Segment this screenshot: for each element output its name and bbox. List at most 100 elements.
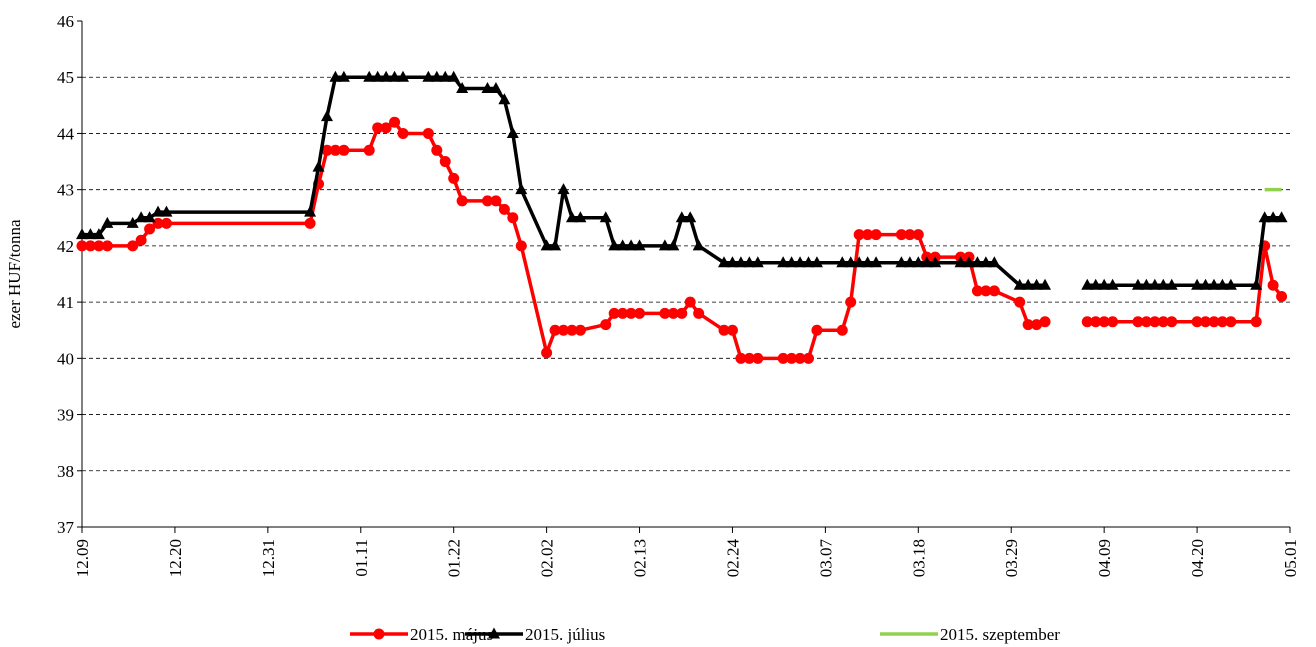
point <box>1106 278 1119 290</box>
point <box>1275 211 1288 223</box>
point <box>1013 278 1026 290</box>
point <box>1022 278 1035 290</box>
point <box>76 228 88 240</box>
point <box>1267 279 1279 291</box>
point <box>84 240 96 252</box>
point <box>675 211 688 223</box>
point <box>777 352 789 364</box>
point <box>101 240 113 252</box>
point <box>84 228 97 240</box>
point <box>574 211 587 223</box>
x-tick-label: 02.13 <box>631 539 650 577</box>
y-tick-label: 37 <box>57 518 75 537</box>
point <box>439 70 452 82</box>
y-axis-label: ezer HUF/tonna <box>5 219 24 329</box>
point <box>515 183 528 195</box>
x-tick-label: 03.18 <box>909 539 928 577</box>
point <box>726 256 739 268</box>
point <box>329 144 341 156</box>
point <box>617 307 629 319</box>
point <box>431 144 443 156</box>
point <box>93 240 105 252</box>
point <box>160 205 173 217</box>
point <box>634 307 646 319</box>
y-tick-label: 44 <box>57 124 75 143</box>
point <box>566 324 578 336</box>
point <box>1207 278 1220 290</box>
point <box>988 285 1000 297</box>
point <box>388 70 401 82</box>
point <box>1090 316 1102 328</box>
legend-label: 2015. július <box>525 625 605 644</box>
point <box>372 122 384 134</box>
point <box>802 256 815 268</box>
point <box>1191 316 1203 328</box>
point <box>1081 278 1094 290</box>
y-tick-label: 41 <box>57 293 74 312</box>
point <box>667 239 680 251</box>
point <box>920 256 933 268</box>
point <box>658 239 671 251</box>
point <box>726 324 738 336</box>
point <box>422 127 434 139</box>
point <box>676 307 688 319</box>
point <box>1022 319 1034 331</box>
point <box>1199 278 1212 290</box>
point <box>1131 278 1144 290</box>
point <box>101 216 114 228</box>
point <box>304 205 317 217</box>
x-tick-label: 05.01 <box>1281 539 1300 577</box>
point <box>397 70 410 82</box>
point <box>1014 296 1026 308</box>
point <box>692 239 705 251</box>
point <box>861 256 874 268</box>
point <box>929 256 942 268</box>
point <box>895 256 908 268</box>
point <box>1216 316 1228 328</box>
point <box>397 127 409 139</box>
point <box>1200 316 1212 328</box>
point <box>515 240 527 252</box>
point <box>143 211 156 223</box>
y-tick-label: 40 <box>57 349 74 368</box>
point <box>152 205 165 217</box>
point <box>422 70 435 82</box>
point <box>507 212 519 224</box>
point <box>448 172 460 184</box>
point <box>558 324 570 336</box>
point <box>1276 290 1288 302</box>
point <box>599 211 612 223</box>
point <box>904 229 916 241</box>
point <box>1191 278 1204 290</box>
point <box>954 256 967 268</box>
point <box>988 256 1001 268</box>
point <box>608 239 621 251</box>
point <box>1216 278 1229 290</box>
point <box>1030 278 1043 290</box>
y-tick-label: 43 <box>57 181 74 200</box>
point <box>380 70 393 82</box>
point <box>1225 316 1237 328</box>
point <box>693 307 705 319</box>
point <box>979 256 992 268</box>
point <box>1140 316 1152 328</box>
point <box>718 256 731 268</box>
legend-marker <box>488 627 500 639</box>
point <box>363 144 375 156</box>
x-tick-label: 04.09 <box>1095 539 1114 577</box>
x-tick-label: 01.11 <box>352 539 371 577</box>
x-tick-label: 03.07 <box>816 539 835 578</box>
point <box>439 156 451 168</box>
x-tick-label: 12.09 <box>73 539 92 577</box>
x-tick-label: 02.24 <box>723 539 742 578</box>
point <box>608 307 620 319</box>
point <box>557 183 570 195</box>
y-tick-label: 42 <box>57 237 74 256</box>
point <box>456 81 469 93</box>
point <box>962 256 975 268</box>
point <box>684 296 696 308</box>
point <box>810 256 823 268</box>
point <box>321 144 333 156</box>
point <box>912 229 924 241</box>
point <box>1031 319 1043 331</box>
